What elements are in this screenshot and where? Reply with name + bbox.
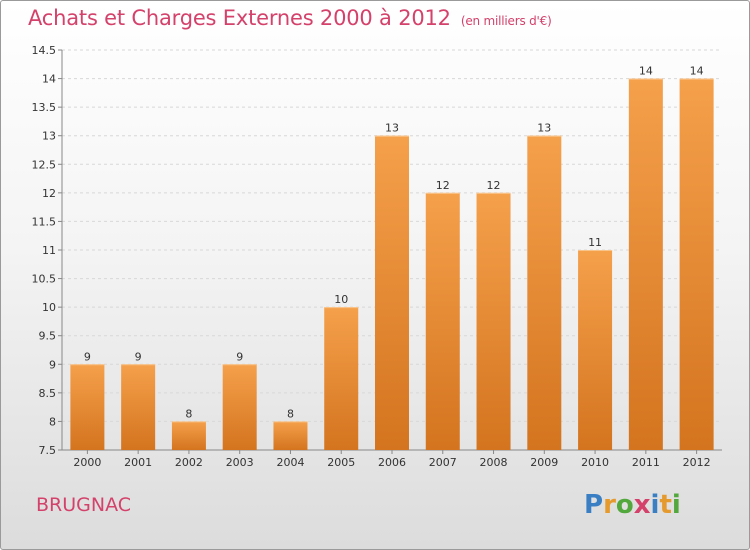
bar (425, 192, 460, 450)
chart-title: Achats et Charges Externes 2000 à 2012 (e… (28, 6, 552, 30)
x-tick-label: 2010 (581, 456, 609, 469)
value-label: 12 (487, 179, 501, 192)
y-tick-label: 10.5 (32, 273, 57, 286)
x-tick-label: 2005 (327, 456, 355, 469)
value-label: 9 (135, 350, 142, 363)
y-tick-label: 8 (49, 415, 56, 428)
x-tick-label: 2002 (175, 456, 203, 469)
y-tick-label: 10 (42, 301, 56, 314)
y-tick-label: 12 (42, 187, 56, 200)
value-label: 10 (334, 293, 348, 306)
value-label: 8 (185, 407, 192, 420)
chart-unit: (en milliers d'€) (460, 14, 552, 28)
bar (273, 421, 308, 450)
bar (121, 364, 156, 450)
value-label: 12 (436, 179, 450, 192)
brand-letter: r (603, 490, 616, 520)
x-tick-label: 2006 (378, 456, 406, 469)
bar (628, 78, 663, 451)
bar (70, 364, 105, 450)
bar (578, 250, 613, 450)
value-label: 13 (385, 122, 399, 135)
value-label: 9 (236, 350, 243, 363)
y-tick-label: 12.5 (32, 158, 57, 171)
x-tick-label: 2004 (276, 456, 304, 469)
location-label: BRUGNAC (36, 494, 132, 516)
brand-logo: Proxiti (584, 490, 681, 520)
bar (222, 364, 257, 450)
y-tick-label: 14 (42, 73, 56, 86)
x-tick-label: 2012 (683, 456, 711, 469)
y-tick-label: 9 (49, 358, 56, 371)
y-tick-label: 13 (42, 130, 56, 143)
brand-letter: i (671, 490, 681, 520)
y-tick-label: 14.5 (32, 44, 57, 57)
x-tick-label: 2007 (429, 456, 457, 469)
bar (375, 135, 409, 450)
y-tick-label: 13.5 (32, 101, 57, 114)
x-tick-label: 2001 (124, 456, 152, 469)
bar (476, 192, 511, 450)
brand-letter: x (633, 490, 651, 520)
y-tick-label: 11 (42, 244, 56, 257)
brand-letter: i (650, 490, 660, 520)
x-tick-label: 2011 (632, 456, 660, 469)
value-label: 11 (588, 236, 602, 249)
value-label: 8 (287, 407, 294, 420)
brand-letter: t (659, 490, 672, 520)
value-label: 14 (690, 65, 704, 78)
x-tick-label: 2008 (480, 456, 508, 469)
value-label: 13 (537, 122, 551, 135)
bar (679, 78, 714, 451)
y-tick-label: 9.5 (39, 330, 57, 343)
bar (324, 307, 359, 450)
bar (527, 135, 562, 450)
brand-letter: o (615, 490, 634, 520)
y-tick-label: 8.5 (39, 387, 57, 400)
x-tick-label: 2003 (226, 456, 254, 469)
y-tick-label: 7.5 (39, 444, 57, 457)
x-tick-label: 2000 (73, 456, 101, 469)
bar (171, 421, 206, 450)
value-label: 9 (84, 350, 91, 363)
bars (70, 78, 714, 451)
chart-title-text: Achats et Charges Externes 2000 à 2012 (28, 6, 451, 30)
y-tick-label: 11.5 (32, 215, 57, 228)
tick-labels: 7.5 8 8.5 9 9.5 10 10.5 11 11.5 12 12.5 13 13.5 14 14.… (32, 44, 711, 469)
brand-letter: P (584, 490, 604, 520)
value-labels: 9 9 8 9 8 10 13 12 12 13 11 14 14 (84, 65, 704, 421)
value-label: 14 (639, 65, 653, 78)
x-tick-label: 2009 (530, 456, 558, 469)
